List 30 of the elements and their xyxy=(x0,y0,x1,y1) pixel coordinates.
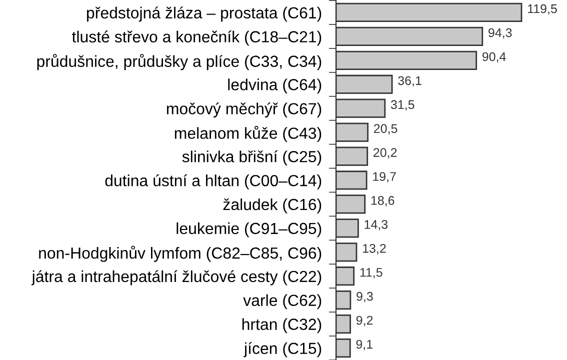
y-tick-label: průdušnice, průdušky a plíce (C33, C34) xyxy=(37,54,322,70)
y-tick-label: non-Hodgkinův lymfom (C82–C85, C96) xyxy=(39,246,322,262)
y-tick-label: slinivka břišní (C25) xyxy=(182,150,322,166)
data-label: 11,5 xyxy=(360,268,382,278)
data-label: 13,2 xyxy=(363,244,386,254)
data-label: 31,5 xyxy=(390,100,414,111)
y-tick-label: močový měchýř (C67) xyxy=(166,102,322,118)
data-label: 20,5 xyxy=(374,124,398,134)
data-label: 119,5 xyxy=(528,4,557,15)
data-label: 19,7 xyxy=(373,172,396,182)
data-label: 9,2 xyxy=(356,316,373,326)
y-tick-label: leukemie (C91–C95) xyxy=(176,222,322,238)
data-label: 9,1 xyxy=(356,340,372,350)
data-label: 18,6 xyxy=(371,196,394,206)
y-tick-label: melanom kůže (C43) xyxy=(174,126,322,142)
y-tick-label: ledvina (C64) xyxy=(228,78,322,94)
y-tick-label: játra a intrahepatální žlučové cesty (C22) xyxy=(31,270,322,286)
data-label: 94,3 xyxy=(488,28,512,39)
y-tick-label: dutina ústní a hltan (C00–C14) xyxy=(105,174,322,190)
data-label: 90,4 xyxy=(482,52,506,63)
y-tick-label: jícen (C15) xyxy=(244,342,322,358)
data-label: 36,1 xyxy=(398,76,422,87)
y-tick-label: tlusté střevo a konečník (C18–C21) xyxy=(72,30,322,46)
y-tick-label: žaludek (C16) xyxy=(223,198,322,214)
data-label: 20,2 xyxy=(374,148,397,158)
y-tick-label: varle (C62) xyxy=(243,294,322,310)
y-tick-label: předstojná žláza – prostata (C61) xyxy=(87,6,322,22)
data-label: 14,3 xyxy=(364,220,388,230)
data-label: 9,3 xyxy=(356,292,373,302)
y-tick-label: hrtan (C32) xyxy=(242,318,322,334)
